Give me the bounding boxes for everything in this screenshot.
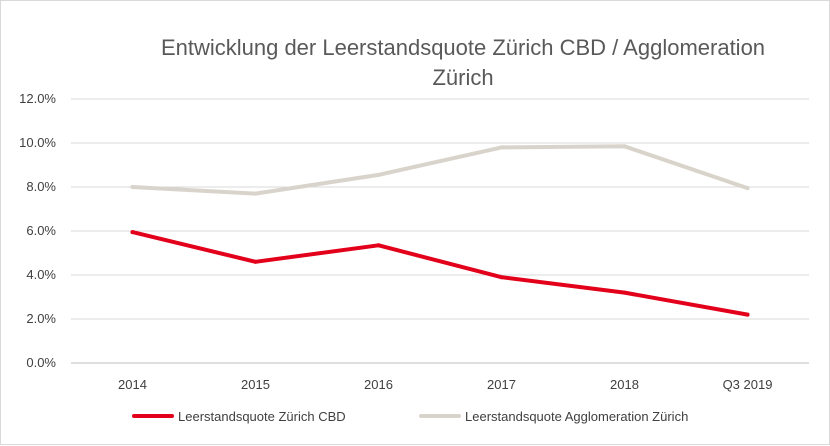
series-line-0	[130, 230, 750, 317]
data-point	[376, 243, 381, 248]
y-tick-label: 6.0%	[26, 223, 56, 238]
data-point	[253, 191, 258, 196]
series-line-1	[130, 144, 750, 196]
gridlines	[71, 98, 809, 364]
x-tick-label: 2014	[118, 377, 147, 392]
y-tick-label: 0.0%	[26, 355, 56, 370]
y-tick-label: 10.0%	[19, 135, 56, 150]
data-point	[130, 185, 135, 189]
chart-title-line-1: Entwicklung der Leerstandsquote Zürich C…	[161, 35, 765, 60]
data-point	[499, 275, 504, 280]
y-tick-label: 8.0%	[26, 179, 56, 194]
x-tick-label: 2016	[364, 377, 393, 392]
x-tick-label: 2018	[610, 377, 639, 392]
data-point	[376, 172, 381, 177]
series-lines	[130, 144, 750, 317]
data-point	[745, 312, 750, 317]
x-tick-label: Q3 2019	[723, 377, 773, 392]
y-tick-label: 12.0%	[19, 91, 56, 106]
data-point	[622, 144, 627, 149]
x-axis-ticks: 2014 2015 2016 2017 2018 Q3 2019	[118, 377, 772, 392]
data-point	[745, 186, 750, 191]
data-point	[253, 259, 258, 264]
x-tick-label: 2015	[241, 377, 270, 392]
legend-label: Leerstandsquote Zürich CBD	[178, 409, 346, 424]
data-point	[622, 290, 627, 295]
data-point	[130, 230, 135, 235]
y-axis-ticks: 0.0% 2.0% 4.0% 6.0% 8.0% 10.0% 12.0%	[19, 91, 56, 370]
data-point	[499, 145, 504, 150]
legend: Leerstandsquote Zürich CBD Leerstandsquot…	[132, 409, 688, 424]
y-tick-label: 4.0%	[26, 267, 56, 282]
legend-label: Leerstandsquote Agglomeration Zürich	[465, 409, 688, 424]
chart-title-line-2: Zürich	[432, 65, 493, 90]
y-tick-label: 2.0%	[26, 311, 56, 326]
x-tick-label: 2017	[487, 377, 516, 392]
